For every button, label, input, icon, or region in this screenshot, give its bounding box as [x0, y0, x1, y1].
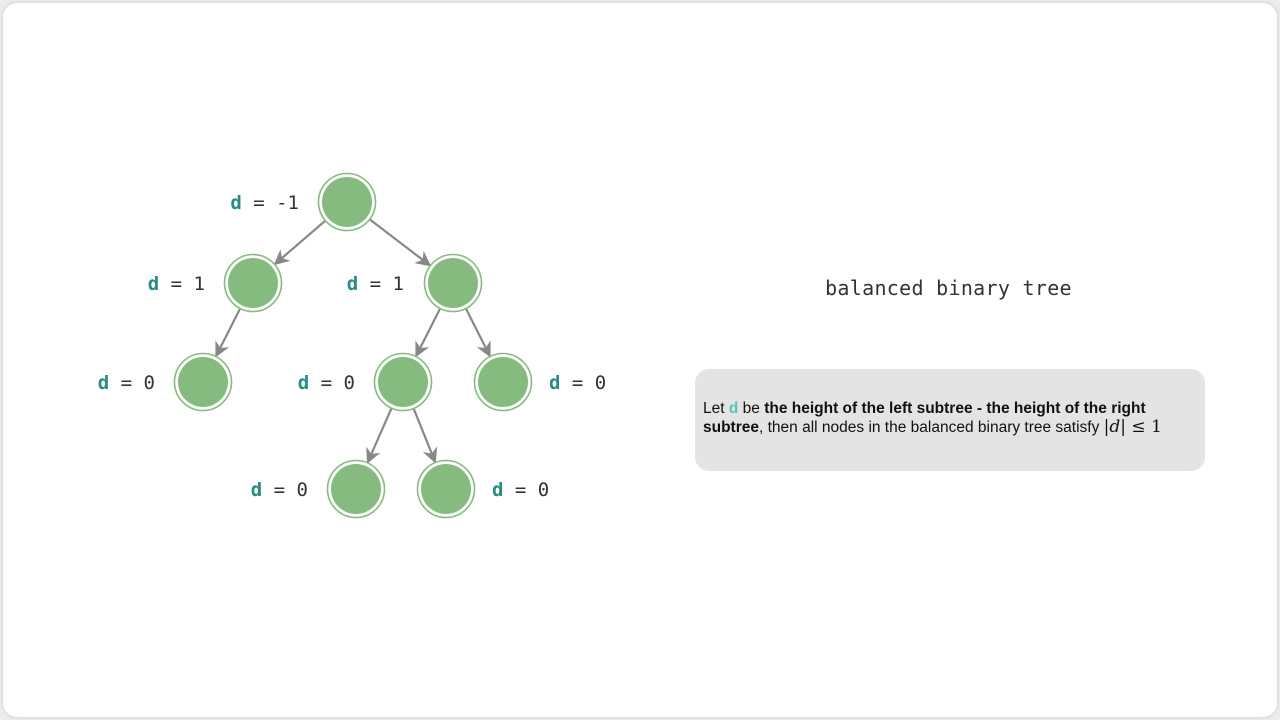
label-value: 0 [538, 479, 549, 501]
label-value: -1 [276, 192, 299, 214]
node-label-rl: d = 0 [298, 372, 355, 394]
definition-note: Let d be the height of the left subtree … [695, 369, 1205, 471]
label-var-d: d [251, 479, 262, 501]
node-label-r: d = 1 [347, 273, 404, 295]
tree-node-rll [326, 459, 386, 519]
node-fill [322, 177, 372, 227]
node-fill [428, 258, 478, 308]
label-value: 1 [194, 273, 205, 295]
tree-edge-r-rr [465, 308, 491, 358]
tree-edge-root-l [273, 220, 326, 266]
node-fill [331, 464, 381, 514]
note-inequality: |d| ≤ 1 [1104, 417, 1162, 437]
edges-layer [215, 218, 491, 464]
note-definition: the height of the left subtree - the hei… [703, 400, 1146, 436]
label-equals: = [242, 192, 276, 214]
label-equals: = [503, 479, 537, 501]
node-label-rll: d = 0 [251, 479, 308, 501]
label-value: 0 [144, 372, 155, 394]
label-value: 0 [595, 372, 606, 394]
note-var-d: d [728, 400, 739, 417]
label-value: 0 [344, 372, 355, 394]
label-var-d: d [347, 273, 358, 295]
label-var-d: d [98, 372, 109, 394]
label-var-d: d [549, 372, 560, 394]
label-equals: = [560, 372, 594, 394]
tree-node-rlr [416, 459, 476, 519]
nodes-layer [173, 172, 533, 519]
node-label-ll: d = 0 [98, 372, 155, 394]
tree-edge-r-rl [415, 308, 441, 358]
node-label-root: d = -1 [230, 192, 299, 214]
node-label-l: d = 1 [148, 273, 205, 295]
tree-node-ll [173, 352, 233, 412]
label-var-d: d [230, 192, 241, 214]
label-var-d: d [148, 273, 159, 295]
node-fill [478, 357, 528, 407]
label-equals: = [358, 273, 392, 295]
label-value: 1 [393, 273, 404, 295]
label-equals: = [309, 372, 343, 394]
node-fill [378, 357, 428, 407]
note-be: be [738, 400, 765, 417]
node-fill [421, 464, 471, 514]
tree-edge-rl-rll [366, 408, 393, 464]
node-fill [228, 258, 278, 308]
math-value: 1 [1151, 417, 1162, 437]
tree-edge-l-ll [215, 308, 241, 358]
math-bar-close: | [1120, 417, 1127, 437]
math-var-d: d [1109, 417, 1121, 437]
note-let: Let [703, 400, 729, 417]
diagram-title: balanced binary tree [825, 276, 1072, 300]
tree-node-root [317, 172, 377, 232]
tree-edge-rl-rlr [412, 408, 438, 464]
label-value: 0 [297, 479, 308, 501]
math-bar-open: | [1103, 417, 1110, 437]
tree-edge-root-r [369, 218, 432, 267]
math-relation: ≤ [1126, 417, 1152, 437]
tree-node-l [223, 253, 283, 313]
label-equals: = [262, 479, 296, 501]
label-equals: = [109, 372, 143, 394]
label-equals: = [159, 273, 193, 295]
node-label-rr: d = 0 [549, 372, 606, 394]
node-label-rlr: d = 0 [492, 479, 549, 501]
note-rest: , then all nodes in the balanced binary … [759, 419, 1104, 436]
tree-node-rl [373, 352, 433, 412]
label-var-d: d [492, 479, 503, 501]
tree-node-r [423, 253, 483, 313]
node-fill [178, 357, 228, 407]
tree-node-rr [473, 352, 533, 412]
label-var-d: d [298, 372, 309, 394]
